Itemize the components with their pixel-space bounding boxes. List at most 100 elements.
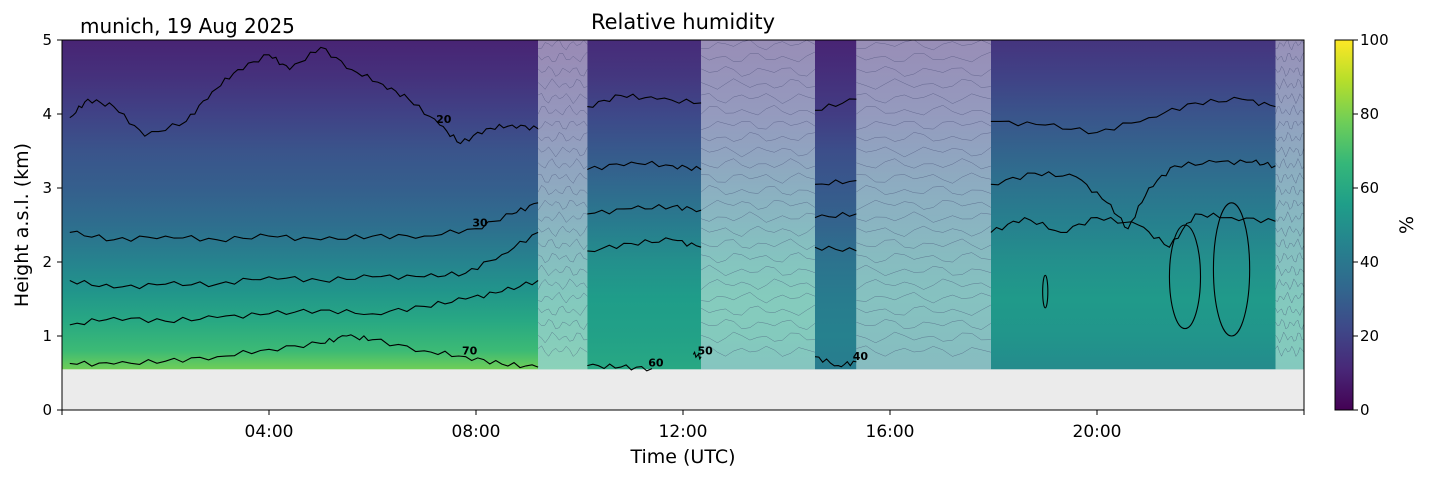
y-axis: 0 1 2 3 4 5 [42,31,62,419]
y-tick-label: 3 [42,179,52,197]
y-axis-label: Height a.s.l. (km) [11,143,33,307]
x-tick-label: 20:00 [1073,422,1122,442]
masked-contour [701,158,816,170]
masked-contour [537,331,588,344]
masked-contour [538,172,588,184]
x-tick-label: 12:00 [659,422,708,442]
masked-contour [1275,278,1304,291]
contour-label: 50 [697,345,713,358]
colorbar-tick-label: 80 [1360,105,1379,123]
masked-contour [538,291,588,304]
contour-line [990,96,1276,135]
contour-lines: 20 30 70 60 50 40 [69,46,1276,372]
masked-contour [856,225,992,237]
masked-contour [856,292,991,304]
masked-contour [701,78,816,90]
chart-subtitle: munich, 19 Aug 2025 [80,14,295,38]
masked-contour [856,252,991,264]
masked-contour [856,238,992,250]
masked-contour [537,199,588,211]
y-tick-label: 5 [42,31,52,49]
masked-contour [1275,264,1304,277]
masked-contour [701,345,816,357]
y-tick-label: 4 [42,105,52,123]
masked-contour [1275,345,1304,357]
masked-contour [701,319,816,330]
masked-contour [856,120,992,131]
contour-line [814,356,857,368]
masked-contour [537,185,588,196]
masked-contour [537,225,588,237]
closed-contour [1168,224,1202,330]
y-tick-label: 1 [42,327,52,345]
masked-contour [537,51,588,63]
masked-contour [537,252,588,264]
masked-contour [537,211,588,223]
masked-segment [701,40,815,370]
x-axis-label: Time (UTC) [629,446,735,468]
masked-contour [856,158,991,170]
masked-contour [537,304,588,316]
masked-contour [856,278,992,290]
masked-contour [701,238,816,250]
masked-contour [1275,304,1304,317]
colorbar-tick-label: 0 [1360,401,1370,419]
masked-contour [856,78,991,90]
colorbar-tick-label: 20 [1360,327,1379,345]
masked-contour [1275,104,1304,116]
masked-segment [538,40,588,370]
x-tick-label: 16:00 [866,422,915,442]
masked-contour [700,105,816,116]
contour-line [69,202,539,243]
masked-contour [537,345,588,357]
masked-contour [856,40,991,51]
contour-line [692,350,702,361]
masked-contour [701,172,816,184]
masked-contour [701,211,816,223]
masked-contour [856,105,991,116]
masked-contour [537,120,588,130]
masked-contour [537,66,588,77]
masked-contour [1275,78,1304,90]
heatmap-segment [814,40,857,370]
contour-label: 30 [472,217,488,230]
colorbar-tick-label: 100 [1360,31,1389,49]
masked-contour [1275,40,1304,51]
masked-contour [856,331,991,344]
y-tick-label: 0 [42,401,52,419]
colorbar-label: % [1396,216,1418,234]
masked-contour [700,304,816,316]
chart-title: Relative humidity [591,10,775,34]
contour-line [990,212,1276,248]
masked-contour [701,40,816,51]
masked-contour [856,66,992,77]
colorbar-ticks: 0 20 40 60 80 100 [1353,31,1389,419]
contour-label: 40 [853,350,869,363]
masked-contour [701,93,816,104]
closed-contour [1212,202,1251,337]
masked-contour [856,264,991,276]
y-tick-label: 2 [42,253,52,271]
contour-line [587,160,702,172]
masked-contour [700,225,816,237]
masked-contour [700,132,816,142]
masked-contour [1275,238,1304,251]
heatmap-segment [62,40,539,370]
masked-contour [701,292,816,304]
masked-contour [1275,252,1304,264]
masked-contour [856,132,991,142]
masked-contour [856,146,992,158]
masked-contour [1275,146,1304,158]
masked-contour [1275,211,1304,223]
masked-contour [537,158,588,170]
heatmap-segment [990,40,1276,370]
contour-label: 60 [648,357,664,370]
masked-contour [1275,120,1304,130]
masked-contour [700,146,816,158]
colorbar [1334,39,1354,411]
masked-contour [700,264,816,276]
x-tick-label: 08:00 [452,422,501,442]
contour-line [814,98,857,111]
masked-contour [537,78,588,90]
masked-contour [700,51,816,63]
